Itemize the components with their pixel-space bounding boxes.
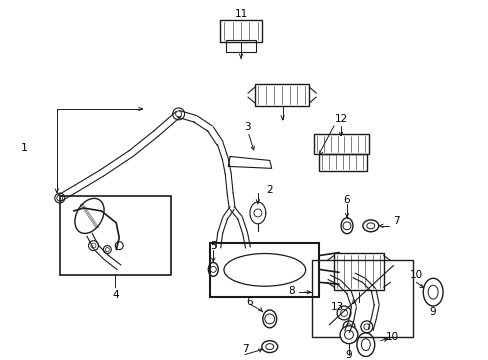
Text: 10: 10 <box>409 270 422 280</box>
Text: 5: 5 <box>209 240 216 251</box>
Text: 6: 6 <box>343 195 349 205</box>
Circle shape <box>210 266 216 273</box>
Circle shape <box>339 326 357 344</box>
Bar <box>319 153 366 171</box>
Bar <box>226 40 255 51</box>
Text: 3: 3 <box>244 122 251 132</box>
Bar <box>333 253 383 290</box>
Circle shape <box>115 242 123 249</box>
Bar <box>254 84 309 106</box>
Text: 9: 9 <box>429 307 436 317</box>
Circle shape <box>253 209 261 217</box>
Circle shape <box>360 321 372 333</box>
Circle shape <box>363 324 369 330</box>
Text: 13: 13 <box>330 302 343 312</box>
Circle shape <box>340 310 347 316</box>
Circle shape <box>91 243 96 248</box>
Circle shape <box>343 321 354 333</box>
Text: 9: 9 <box>345 350 351 360</box>
Circle shape <box>175 111 181 117</box>
Circle shape <box>172 108 184 120</box>
Text: 8: 8 <box>287 286 294 296</box>
Text: 6: 6 <box>246 297 253 307</box>
Circle shape <box>343 222 350 230</box>
Text: 10: 10 <box>385 332 398 342</box>
Circle shape <box>57 195 62 201</box>
Circle shape <box>346 324 351 330</box>
Bar <box>314 134 368 153</box>
Bar <box>210 243 319 297</box>
Text: 4: 4 <box>112 290 118 300</box>
Circle shape <box>105 248 109 252</box>
Circle shape <box>55 193 64 203</box>
Circle shape <box>344 330 353 339</box>
Bar <box>60 196 170 275</box>
Text: 7: 7 <box>241 343 248 354</box>
Text: 1: 1 <box>20 143 28 153</box>
Text: 12: 12 <box>334 114 347 124</box>
Circle shape <box>264 314 274 324</box>
Circle shape <box>336 306 350 320</box>
Circle shape <box>88 241 98 251</box>
Circle shape <box>103 246 111 253</box>
Text: 11: 11 <box>234 9 247 19</box>
Text: 2: 2 <box>266 185 272 195</box>
Bar <box>220 20 261 42</box>
Bar <box>312 261 412 337</box>
Text: 7: 7 <box>392 216 399 226</box>
